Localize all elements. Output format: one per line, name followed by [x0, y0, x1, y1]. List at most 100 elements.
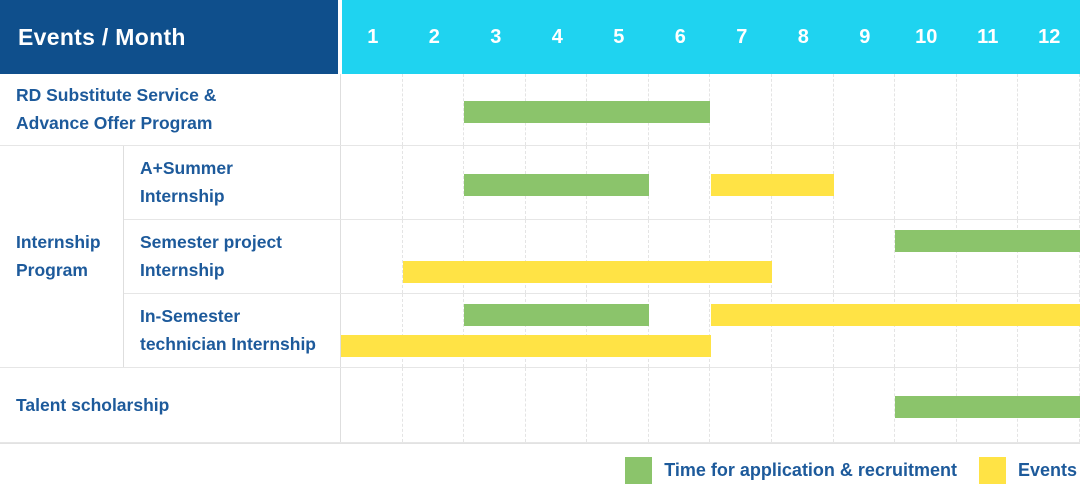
month-gridline-cell: [403, 74, 465, 145]
month-gridline-cell: [772, 294, 834, 367]
month-gridline-cell: [464, 220, 526, 293]
gantt-bar-events: [710, 173, 834, 196]
month-gridline-cell: [772, 74, 834, 145]
month-gridline-cell: [895, 294, 957, 367]
row-label-line: technician Internship: [140, 334, 316, 354]
month-gridline-cell: [710, 220, 773, 293]
row-label-line: Talent scholarship: [16, 394, 170, 415]
month-gridline-cell: [341, 146, 403, 219]
group-label: Internship Program: [0, 146, 124, 367]
month-gridline-cell: [834, 294, 896, 367]
month-label: 8: [797, 25, 809, 48]
row-label-line: Advance Offer Program: [16, 113, 213, 133]
gantt-bar-recruitment: [464, 173, 649, 196]
legend-item-events: Events: [978, 456, 1077, 484]
legend: Time for application & recruitment Events: [625, 450, 1077, 490]
month-gridline-cell: [649, 368, 711, 442]
month-label: 9: [859, 25, 871, 48]
gantt-table: Events / Month 1 2 3 4 5 6 7 8 9 10 11 12 RD Substi…: [0, 0, 1080, 444]
gantt-bar-recruitment: [895, 230, 1080, 252]
month-gridline-cell: [587, 294, 649, 367]
chart-area: [341, 146, 1080, 219]
gantt-bar-recruitment: [895, 396, 1080, 418]
month-label: 2: [428, 25, 440, 48]
gantt-bar-recruitment: [464, 100, 711, 123]
month-gridline-cell: [1018, 220, 1080, 293]
month-label: 5: [613, 25, 625, 48]
month-gridline-cell: [772, 368, 834, 442]
month-gridline-cell: [649, 294, 711, 367]
row-talent-scholarship: Talent scholarship: [0, 368, 1080, 443]
month-gridline-cell: [895, 220, 957, 293]
month-gridline-cell: [895, 146, 957, 219]
group-label-line: Program: [16, 260, 88, 280]
table-body: RD Substitute Service & Advance Offer Pr…: [0, 74, 1080, 444]
month-label: 6: [674, 25, 686, 48]
legend-swatch-events: [978, 456, 1006, 484]
month-gridline-cell: [649, 146, 711, 219]
header-row: Events / Month 1 2 3 4 5 6 7 8 9 10 11 12: [0, 0, 1080, 74]
internship-program-group: Internship Program A+Summer Internship S…: [0, 146, 1080, 368]
month-gridline-cell: [587, 220, 649, 293]
month-gridline-cell: [526, 220, 588, 293]
row-rd-substitute: RD Substitute Service & Advance Offer Pr…: [0, 74, 1080, 146]
chart-area: [341, 368, 1080, 442]
month-gridline-cell: [957, 74, 1019, 145]
month-label: 11: [977, 25, 999, 48]
chart-area: [341, 294, 1080, 367]
legend-label: Events: [1017, 459, 1077, 480]
month-label: 4: [551, 25, 563, 48]
month-gridline-cell: [341, 294, 403, 367]
gantt-bar-events: [710, 304, 1080, 326]
month-label: 7: [736, 25, 748, 48]
chart-area: [341, 74, 1080, 145]
month-gridline-cell: [403, 368, 465, 442]
month-gridline-cell: [464, 294, 526, 367]
month-gridline-cell: [1018, 146, 1080, 219]
row-label-line: Internship: [140, 260, 225, 280]
month-gridline-cell: [526, 294, 588, 367]
month-gridline-cell: [464, 368, 526, 442]
month-gridline-cell: [526, 368, 588, 442]
gantt-bar-recruitment: [464, 304, 649, 326]
row-semester-project-internship: Semester project Internship: [124, 220, 1080, 294]
row-label-line: Semester project: [140, 232, 283, 252]
month-gridline-cell: [957, 294, 1019, 367]
header-divider: [338, 0, 342, 74]
group-label-line: Internship: [16, 232, 101, 252]
month-gridline-cell: [957, 146, 1019, 219]
month-gridline-cell: [1018, 294, 1080, 367]
row-label: A+Summer Internship: [124, 146, 341, 219]
legend-swatch-recruitment: [625, 456, 653, 484]
month-gridline-cell: [341, 220, 403, 293]
month-gridline-cell: [649, 220, 711, 293]
month-gridline-cell: [834, 74, 896, 145]
month-gridline-cell: [710, 368, 773, 442]
month-gridline-cell: [895, 74, 957, 145]
month-gridline-cell: [710, 294, 773, 367]
month-gridline-cell: [587, 368, 649, 442]
row-label-line: Internship: [140, 186, 225, 206]
month-gridline-cell: [403, 146, 465, 219]
month-gridline-cell: [1018, 74, 1080, 145]
row-label: RD Substitute Service & Advance Offer Pr…: [0, 74, 341, 145]
events-month-header: Events / Month: [0, 0, 338, 74]
month-gridline-cell: [834, 368, 896, 442]
month-gridline-cell: [403, 294, 465, 367]
row-label-line: RD Substitute Service &: [16, 85, 217, 105]
legend-item-recruitment: Time for application & recruitment: [625, 456, 957, 484]
month-gridline-cell: [341, 368, 403, 442]
month-gridline-cell: [834, 220, 896, 293]
gantt-bar-events: [402, 261, 773, 283]
chart-area: [341, 220, 1080, 293]
row-label: Semester project Internship: [124, 220, 341, 293]
month-gridline-cell: [341, 74, 403, 145]
month-gridline-cell: [772, 220, 834, 293]
month-label: 10: [915, 25, 938, 48]
month-gridline-cell: [403, 220, 465, 293]
month-gridline-cell: [710, 74, 773, 145]
gantt-bar-events: [341, 335, 711, 357]
row-label: Talent scholarship: [0, 368, 341, 442]
month-label: 3: [490, 25, 502, 48]
row-in-semester-technician-internship: In-Semester technician Internship: [124, 294, 1080, 367]
